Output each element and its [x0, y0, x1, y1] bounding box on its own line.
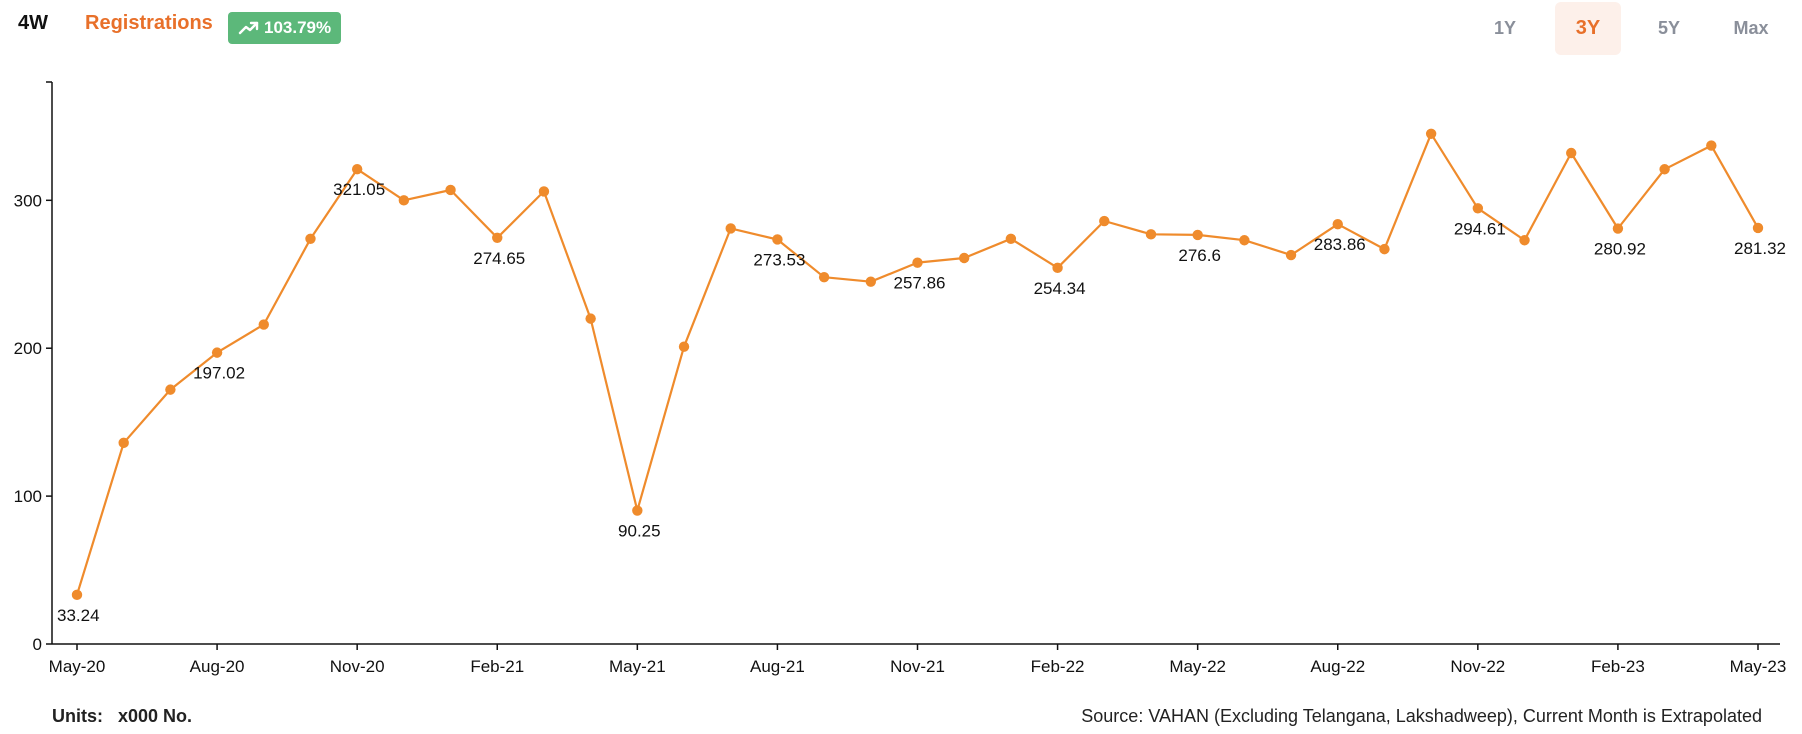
range-5y-button[interactable]: 5Y [1636, 2, 1702, 55]
data-point [118, 437, 129, 449]
data-point [772, 234, 783, 245]
x-tick-label: Feb-23 [1591, 657, 1645, 676]
data-point [1052, 262, 1063, 274]
data-label: 257.86 [894, 274, 946, 293]
data-label: 283.86 [1314, 235, 1366, 254]
x-tick-label: Nov-20 [330, 657, 385, 676]
source-note: Source: VAHAN (Excluding Telangana, Laks… [1081, 706, 1762, 726]
data-label: 273.53 [753, 250, 805, 269]
x-tick-label: Feb-21 [470, 657, 524, 676]
data-label: 274.65 [473, 249, 525, 268]
change-value: 103.79% [264, 18, 332, 37]
data-point [632, 505, 643, 516]
y-tick-label: 300 [14, 191, 42, 210]
data-point [1332, 218, 1343, 230]
range-max-button[interactable]: Max [1718, 2, 1784, 55]
data-label: 254.34 [1034, 279, 1086, 298]
data-point [1659, 164, 1670, 175]
y-tick-label: 200 [14, 339, 42, 358]
data-point [1099, 215, 1110, 227]
x-tick-label: Feb-22 [1031, 657, 1085, 676]
data-point [678, 341, 690, 352]
units-label: Units: [52, 706, 103, 726]
data-point [912, 257, 923, 268]
data-label: 321.05 [333, 180, 385, 199]
data-point [865, 276, 877, 287]
y-tick-label: 100 [14, 487, 42, 506]
data-label: 294.61 [1454, 219, 1506, 238]
data-point [1752, 222, 1764, 234]
data-point [492, 232, 503, 244]
data-point [1379, 243, 1390, 255]
data-point [1706, 140, 1717, 151]
data-point [305, 233, 316, 244]
chart-header: 4W Registrations 103.79% 1Y 3Y 5Y Max [0, 0, 1802, 60]
range-selector: 1Y 3Y 5Y Max [1472, 0, 1802, 60]
data-point [1285, 249, 1297, 261]
trending-up-icon [238, 21, 259, 35]
data-point [1519, 235, 1530, 246]
units-note: Units: x000 No. [52, 706, 192, 727]
data-point [1005, 233, 1017, 244]
data-label: 280.92 [1594, 240, 1646, 259]
data-point [211, 347, 223, 358]
series-line [75, 132, 1759, 596]
x-tick-label: Aug-21 [750, 657, 805, 676]
data-point [725, 223, 736, 234]
x-tick-label: May-21 [609, 657, 666, 676]
data-point [445, 184, 456, 196]
data-label: 281.32 [1734, 239, 1786, 258]
metric-label[interactable]: Registrations [85, 12, 213, 34]
x-tick-label: Nov-21 [890, 657, 945, 676]
data-label: 276.6 [1178, 246, 1221, 265]
data-label: 33.24 [57, 606, 100, 625]
x-tick-label: May-22 [1169, 657, 1226, 676]
data-point [1425, 128, 1437, 139]
data-label: 197.02 [193, 364, 245, 383]
data-point [1192, 229, 1203, 241]
data-point [398, 195, 410, 206]
data-point [1566, 147, 1577, 159]
data-point [958, 252, 970, 264]
data-point [1612, 223, 1624, 234]
x-tick-label: May-20 [49, 657, 106, 676]
x-tick-label: Aug-22 [1310, 657, 1365, 676]
segment-label[interactable]: 4W [18, 12, 48, 34]
data-point [71, 589, 83, 601]
range-3y-button[interactable]: 3Y [1555, 2, 1621, 55]
units-value: x000 No. [118, 706, 193, 726]
y-tick-label: 0 [33, 635, 42, 654]
registrations-line-chart: 0 100 200 300 May-20 Aug-20 Nov-20 Feb-21 May-21… [14, 81, 1787, 676]
x-tick-label: Nov-22 [1450, 657, 1505, 676]
x-tick-label: May-23 [1730, 657, 1787, 676]
data-point [258, 319, 269, 330]
change-badge: 103.79% [228, 12, 342, 44]
data-point [585, 313, 596, 324]
data-label: 90.25 [618, 522, 661, 541]
data-point [1239, 235, 1250, 246]
data-point [165, 384, 176, 395]
data-point [1145, 229, 1157, 240]
data-point [1472, 203, 1484, 214]
data-point [538, 186, 550, 197]
range-1y-button[interactable]: 1Y [1472, 2, 1538, 55]
data-point [351, 163, 363, 175]
data-point [818, 272, 830, 283]
x-tick-label: Aug-20 [190, 657, 245, 676]
